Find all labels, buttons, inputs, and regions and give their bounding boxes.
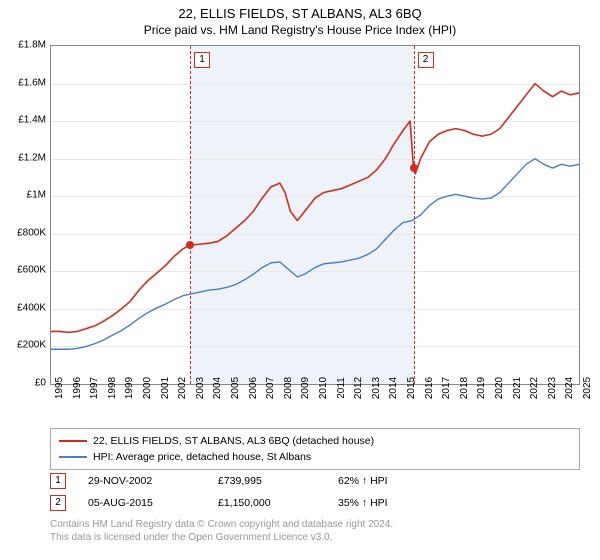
series-line-price_paid xyxy=(51,84,579,333)
y-tick-label: £1.6M xyxy=(2,77,46,88)
x-tick-label: 1995 xyxy=(54,377,65,399)
y-tick-label: £200K xyxy=(2,340,46,351)
chart-lines xyxy=(51,46,579,384)
legend-item-price-paid: 22, ELLIS FIELDS, ST ALBANS, AL3 6BQ (de… xyxy=(59,433,571,449)
x-tick-label: 2012 xyxy=(353,377,364,399)
x-tick-label: 2005 xyxy=(230,377,241,399)
x-tick-label: 2023 xyxy=(547,377,558,399)
x-tick-label: 1998 xyxy=(107,377,118,399)
x-tick-label: 2008 xyxy=(283,377,294,399)
footer-line-1: Contains HM Land Registry data © Crown c… xyxy=(50,518,580,531)
footer-line-2: This data is licensed under the Open Gov… xyxy=(50,531,580,544)
x-tick-label: 2017 xyxy=(441,377,452,399)
y-tick-label: £400K xyxy=(2,302,46,313)
x-tick-label: 2006 xyxy=(248,377,259,399)
legend-label-hpi: HPI: Average price, detached house, St A… xyxy=(93,451,311,463)
x-tick-label: 2024 xyxy=(564,377,575,399)
x-tick-label: 2018 xyxy=(459,377,470,399)
legend-item-hpi: HPI: Average price, detached house, St A… xyxy=(59,449,571,465)
x-tick-label: 2001 xyxy=(160,377,171,399)
page-subtitle: Price paid vs. HM Land Registry's House … xyxy=(0,21,600,37)
transaction-pct-vs-hpi: 35% ↑ HPI xyxy=(338,497,448,509)
legend-label-price-paid: 22, ELLIS FIELDS, ST ALBANS, AL3 6BQ (de… xyxy=(93,435,374,447)
x-tick-label: 2010 xyxy=(318,377,329,399)
legend-swatch-price-paid xyxy=(59,440,87,442)
transaction-point xyxy=(186,241,194,249)
transaction-point xyxy=(410,164,418,172)
transaction-index-box: 1 xyxy=(50,473,66,489)
x-tick-label: 1997 xyxy=(89,377,100,399)
chart-plot-area: 12 xyxy=(50,45,580,385)
footer-attribution: Contains HM Land Registry data © Crown c… xyxy=(50,518,580,544)
x-tick-label: 1999 xyxy=(124,377,135,399)
x-tick-label: 2003 xyxy=(195,377,206,399)
transactions-table: 1 29-NOV-2002£739,99562% ↑ HPI 2 05-AUG-201… xyxy=(50,470,580,514)
y-tick-label: £1.8M xyxy=(2,40,46,51)
x-tick-label: 2014 xyxy=(388,377,399,399)
y-tick-label: £1.2M xyxy=(2,152,46,163)
page-title: 22, ELLIS FIELDS, ST ALBANS, AL3 6BQ xyxy=(0,0,600,21)
x-tick-label: 2004 xyxy=(212,377,223,399)
x-tick-label: 2007 xyxy=(265,377,276,399)
x-tick-label: 2016 xyxy=(424,377,435,399)
transaction-row: 1 29-NOV-2002£739,99562% ↑ HPI xyxy=(50,470,580,492)
series-line-hpi xyxy=(51,159,579,350)
transaction-price: £1,150,000 xyxy=(218,497,338,509)
x-tick-label: 2025 xyxy=(582,377,593,399)
x-tick-label: 2009 xyxy=(300,377,311,399)
y-tick-label: £1.4M xyxy=(2,115,46,126)
x-tick-label: 2022 xyxy=(529,377,540,399)
transaction-price: £739,995 xyxy=(218,475,338,487)
y-tick-label: £1M xyxy=(2,190,46,201)
x-tick-label: 1996 xyxy=(72,377,83,399)
x-tick-label: 2020 xyxy=(494,377,505,399)
y-tick-label: £800K xyxy=(2,227,46,238)
x-tick-label: 2000 xyxy=(142,377,153,399)
x-tick-label: 2013 xyxy=(371,377,382,399)
transaction-date: 29-NOV-2002 xyxy=(88,475,218,487)
transaction-pct-vs-hpi: 62% ↑ HPI xyxy=(338,475,448,487)
x-tick-label: 2021 xyxy=(512,377,523,399)
x-tick-label: 2002 xyxy=(177,377,188,399)
transaction-index-box: 2 xyxy=(50,495,66,511)
transaction-row: 2 05-AUG-2015£1,150,00035% ↑ HPI xyxy=(50,492,580,514)
x-tick-label: 2015 xyxy=(406,377,417,399)
y-tick-label: £600K xyxy=(2,265,46,276)
transaction-date: 05-AUG-2015 xyxy=(88,497,218,509)
x-tick-label: 2011 xyxy=(336,377,347,399)
y-tick-label: £0 xyxy=(2,378,46,389)
legend: 22, ELLIS FIELDS, ST ALBANS, AL3 6BQ (de… xyxy=(50,428,580,470)
legend-swatch-hpi xyxy=(59,456,87,458)
x-tick-label: 2019 xyxy=(476,377,487,399)
